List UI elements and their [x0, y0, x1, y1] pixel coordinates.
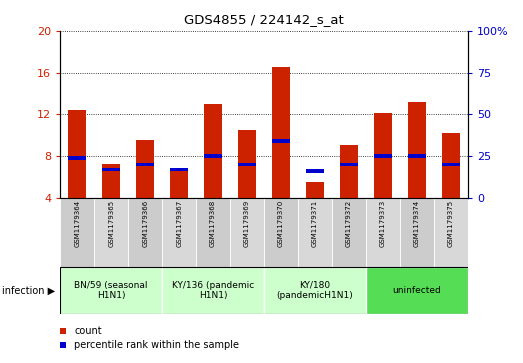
Bar	[272, 139, 290, 143]
FancyBboxPatch shape	[400, 198, 434, 267]
Bar	[68, 110, 86, 198]
FancyBboxPatch shape	[434, 198, 468, 267]
Text: GSM1179373: GSM1179373	[380, 200, 386, 247]
Text: GSM1179366: GSM1179366	[142, 200, 148, 247]
Bar	[340, 163, 358, 166]
Bar	[306, 169, 324, 173]
Text: GSM1179372: GSM1179372	[346, 200, 352, 247]
Text: GSM1179374: GSM1179374	[414, 200, 420, 247]
Bar	[204, 154, 222, 158]
Bar	[238, 130, 256, 198]
Bar	[366, 267, 468, 314]
FancyBboxPatch shape	[332, 198, 366, 267]
Text: infection ▶: infection ▶	[2, 285, 55, 295]
Bar	[408, 102, 426, 198]
Bar	[60, 267, 162, 314]
Text: percentile rank within the sample: percentile rank within the sample	[74, 340, 239, 350]
FancyBboxPatch shape	[60, 198, 94, 267]
Bar	[340, 144, 358, 198]
Text: GSM1179367: GSM1179367	[176, 200, 182, 247]
Bar	[170, 168, 188, 198]
Bar	[102, 168, 120, 171]
Bar	[136, 140, 154, 198]
Bar	[374, 113, 392, 198]
Text: GSM1179371: GSM1179371	[312, 200, 318, 247]
Bar	[442, 133, 460, 198]
Text: GSM1179368: GSM1179368	[210, 200, 216, 247]
FancyBboxPatch shape	[196, 198, 230, 267]
Bar	[68, 156, 86, 160]
FancyBboxPatch shape	[264, 198, 298, 267]
Bar	[136, 163, 154, 166]
FancyBboxPatch shape	[94, 198, 128, 267]
Text: count: count	[74, 326, 102, 336]
FancyBboxPatch shape	[162, 198, 196, 267]
Bar	[162, 267, 264, 314]
Bar	[306, 182, 324, 198]
Bar	[238, 163, 256, 166]
Text: BN/59 (seasonal
H1N1): BN/59 (seasonal H1N1)	[74, 281, 148, 300]
Bar	[408, 154, 426, 158]
Text: GSM1179370: GSM1179370	[278, 200, 284, 247]
Text: KY/136 (pandemic
H1N1): KY/136 (pandemic H1N1)	[172, 281, 254, 300]
Text: GSM1179364: GSM1179364	[74, 200, 80, 247]
Bar	[170, 168, 188, 171]
Bar	[102, 164, 120, 198]
FancyBboxPatch shape	[298, 198, 332, 267]
Bar	[272, 68, 290, 198]
Text: uninfected: uninfected	[393, 286, 441, 295]
Text: GSM1179369: GSM1179369	[244, 200, 250, 247]
Text: KY/180
(pandemicH1N1): KY/180 (pandemicH1N1)	[277, 281, 354, 300]
Text: GSM1179375: GSM1179375	[448, 200, 454, 247]
Bar	[264, 267, 366, 314]
Text: GSM1179365: GSM1179365	[108, 200, 114, 247]
FancyBboxPatch shape	[366, 198, 400, 267]
FancyBboxPatch shape	[230, 198, 264, 267]
Bar	[374, 154, 392, 158]
FancyBboxPatch shape	[128, 198, 162, 267]
Bar	[442, 163, 460, 166]
Text: GDS4855 / 224142_s_at: GDS4855 / 224142_s_at	[184, 13, 344, 26]
Bar	[204, 104, 222, 198]
